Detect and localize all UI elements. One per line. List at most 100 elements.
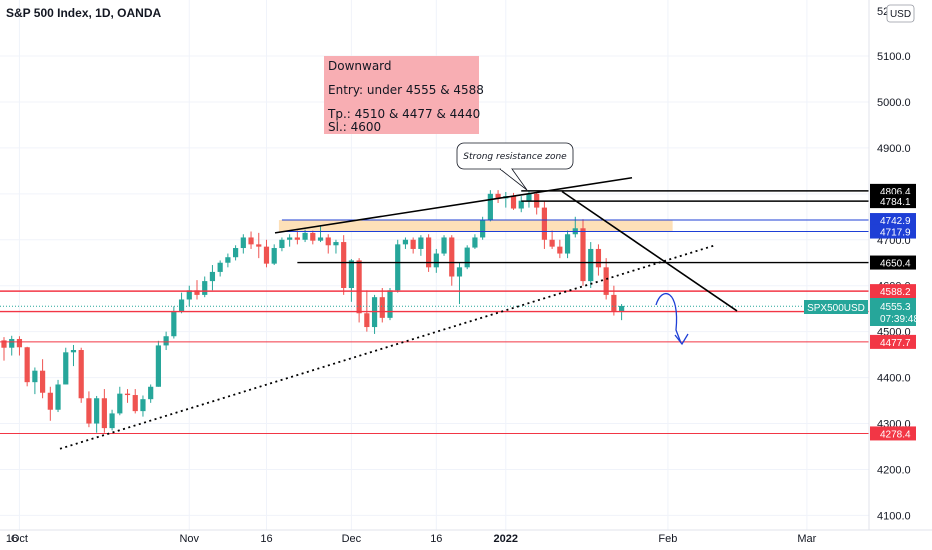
- candle-body: [557, 246, 563, 254]
- time-tick-label: Oct: [11, 533, 28, 545]
- candle-body: [70, 350, 77, 353]
- callout-text: Strong resistance zone: [463, 152, 567, 162]
- candle-body: [379, 297, 385, 318]
- candle-body: [325, 237, 331, 246]
- candle-body: [487, 193, 493, 221]
- candle-body: [47, 392, 53, 410]
- price-tick-label: 5000.0: [877, 97, 911, 109]
- candle-body: [333, 242, 339, 246]
- candle-body: [611, 294, 617, 311]
- price-axis[interactable]: 52 USD 5100.05000.04900.04800.04700.0460…: [868, 0, 916, 530]
- candle-body: [588, 248, 594, 282]
- candle-body: [209, 271, 216, 282]
- candle-body: [549, 239, 555, 247]
- currency-label: USD: [890, 9, 911, 20]
- time-tick-label: Feb: [658, 533, 677, 545]
- candle-body: [279, 239, 285, 249]
- price-level-badge: [870, 255, 916, 270]
- candle-body: [526, 193, 532, 201]
- candle-body: [202, 281, 208, 295]
- time-tick-label: Nov: [179, 533, 199, 545]
- candle-body: [124, 393, 131, 396]
- time-tick-label: 16: [6, 533, 18, 545]
- price-level-badge: [870, 426, 916, 441]
- callout-pointer: [499, 168, 528, 191]
- rising-resistance-trendline[interactable]: [274, 176, 633, 234]
- price-tick-label: 4200.0: [877, 464, 911, 476]
- price-level-label: 4477.7: [880, 338, 911, 349]
- price-level-badge: [870, 194, 916, 209]
- candle-body: [1, 340, 7, 348]
- candle-body: [86, 398, 92, 424]
- trade-note-line-3: Tp.: 4510 & 4477 & 4440: [327, 107, 480, 121]
- callout[interactable]: Strong resistance zone: [456, 142, 574, 191]
- candle-body: [248, 237, 254, 245]
- candle-body: [541, 207, 547, 240]
- candle-body: [356, 260, 362, 314]
- candle-body: [178, 299, 185, 311]
- candle-body: [495, 193, 501, 199]
- candle-body: [619, 305, 625, 311]
- candle-body: [456, 267, 463, 277]
- time-tick-label: 2022: [494, 533, 518, 545]
- price-level-badge: [870, 284, 916, 299]
- candle-body: [287, 237, 293, 240]
- candle-body: [480, 220, 486, 238]
- projection-arrowhead: [674, 333, 689, 346]
- falling-trendline[interactable]: [561, 190, 738, 312]
- candle-body: [217, 262, 223, 272]
- resistance-zone: [278, 220, 673, 232]
- dotted-support-trendline[interactable]: [59, 244, 716, 450]
- candle-body: [55, 384, 61, 410]
- trade-note[interactable]: Downward Entry: under 4555 & 4588 Tp.: 4…: [324, 56, 484, 134]
- candle-body: [348, 260, 354, 288]
- candle-body: [564, 234, 571, 254]
- price-axis-top-label: 52: [877, 6, 889, 18]
- trade-note-line-1: Downward: [328, 59, 392, 73]
- candle-body: [263, 246, 270, 264]
- price-level-label: 4278.4: [880, 429, 911, 440]
- price-level-label: 4806.4: [880, 187, 911, 198]
- candle-body: [387, 290, 393, 318]
- price-level-badge: [870, 334, 916, 349]
- candle-body: [418, 237, 424, 249]
- current-price-value: 4555.3: [880, 302, 911, 313]
- price-level-badge: [870, 224, 916, 239]
- candle-body: [510, 196, 517, 209]
- current-price-countdown: 07:39:48: [880, 314, 919, 325]
- current-price-marker[interactable]: SPX500USD 4555.3 07:39:48: [804, 298, 919, 326]
- candle-body: [40, 370, 46, 393]
- candle-body: [317, 237, 324, 241]
- price-level-label: 4650.4: [880, 259, 911, 270]
- trade-note-box: [324, 56, 479, 134]
- candle-body: [449, 237, 455, 277]
- candle-body: [132, 395, 138, 412]
- candle-body: [240, 237, 246, 249]
- chart-title: S&P 500 Index, 1D, OANDA: [6, 6, 161, 20]
- candle-body: [233, 248, 239, 258]
- candle-body: [63, 352, 69, 385]
- candle-body: [472, 237, 478, 248]
- price-tick-label: 5100.0: [877, 51, 911, 63]
- candle-body: [32, 370, 38, 383]
- horizontal-levels: [0, 190, 869, 434]
- price-level-label: 4784.1: [880, 197, 911, 208]
- candle-body: [148, 386, 154, 400]
- symbol-label: SPX500USD: [807, 303, 865, 314]
- currency-badge[interactable]: [886, 4, 915, 23]
- time-tick-label: Mar: [797, 533, 816, 545]
- candle-body: [163, 336, 169, 346]
- current-price-badge: [870, 298, 916, 326]
- price-level-badge: [870, 213, 916, 228]
- candle-body: [402, 239, 409, 245]
- candle-body: [101, 398, 107, 429]
- price-level-label: 4717.9: [880, 228, 911, 239]
- candle-body: [94, 398, 100, 424]
- candle-body: [225, 257, 231, 263]
- candle-body: [194, 290, 200, 295]
- candle-body: [256, 244, 262, 247]
- trendlines: [59, 176, 738, 450]
